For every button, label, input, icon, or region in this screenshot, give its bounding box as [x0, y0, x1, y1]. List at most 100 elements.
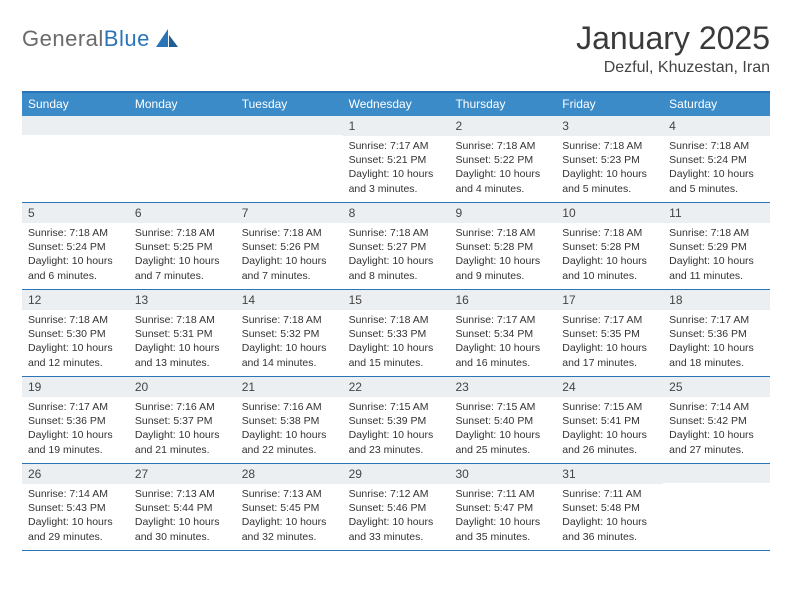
daylight-line: Daylight: 10 hours and 16 minutes.	[455, 341, 550, 369]
day-number: 31	[556, 464, 663, 484]
daylight-line: Daylight: 10 hours and 27 minutes.	[669, 428, 764, 456]
daylight-line: Daylight: 10 hours and 25 minutes.	[455, 428, 550, 456]
sunrise-line: Sunrise: 7:18 AM	[669, 226, 764, 240]
sunset-line: Sunset: 5:26 PM	[242, 240, 337, 254]
empty-cell	[129, 116, 236, 202]
sunset-line: Sunset: 5:44 PM	[135, 501, 230, 515]
sunset-line: Sunset: 5:37 PM	[135, 414, 230, 428]
sunrise-line: Sunrise: 7:11 AM	[562, 487, 657, 501]
day-cell: 16Sunrise: 7:17 AMSunset: 5:34 PMDayligh…	[449, 290, 556, 376]
sunset-line: Sunset: 5:35 PM	[562, 327, 657, 341]
daylight-line: Daylight: 10 hours and 18 minutes.	[669, 341, 764, 369]
day-number: 28	[236, 464, 343, 484]
daylight-line: Daylight: 10 hours and 13 minutes.	[135, 341, 230, 369]
daylight-line: Daylight: 10 hours and 22 minutes.	[242, 428, 337, 456]
day-number	[22, 116, 129, 135]
day-number: 27	[129, 464, 236, 484]
day-cell: 12Sunrise: 7:18 AMSunset: 5:30 PMDayligh…	[22, 290, 129, 376]
day-number: 11	[663, 203, 770, 223]
daylight-line: Daylight: 10 hours and 15 minutes.	[349, 341, 444, 369]
sunset-line: Sunset: 5:28 PM	[562, 240, 657, 254]
sunset-line: Sunset: 5:41 PM	[562, 414, 657, 428]
empty-cell	[663, 464, 770, 550]
daylight-line: Daylight: 10 hours and 12 minutes.	[28, 341, 123, 369]
sunset-line: Sunset: 5:46 PM	[349, 501, 444, 515]
day-cell: 24Sunrise: 7:15 AMSunset: 5:41 PMDayligh…	[556, 377, 663, 463]
sunrise-line: Sunrise: 7:16 AM	[242, 400, 337, 414]
day-number: 30	[449, 464, 556, 484]
day-number: 24	[556, 377, 663, 397]
daylight-line: Daylight: 10 hours and 5 minutes.	[562, 167, 657, 195]
daylight-line: Daylight: 10 hours and 7 minutes.	[135, 254, 230, 282]
sunset-line: Sunset: 5:29 PM	[669, 240, 764, 254]
daylight-line: Daylight: 10 hours and 36 minutes.	[562, 515, 657, 543]
sunset-line: Sunset: 5:36 PM	[28, 414, 123, 428]
sunset-line: Sunset: 5:24 PM	[28, 240, 123, 254]
day-number: 17	[556, 290, 663, 310]
daylight-line: Daylight: 10 hours and 35 minutes.	[455, 515, 550, 543]
daylight-line: Daylight: 10 hours and 30 minutes.	[135, 515, 230, 543]
daylight-line: Daylight: 10 hours and 19 minutes.	[28, 428, 123, 456]
sunrise-line: Sunrise: 7:13 AM	[135, 487, 230, 501]
daylight-line: Daylight: 10 hours and 11 minutes.	[669, 254, 764, 282]
day-cell: 19 Sunrise: 7:17 AMSunset: 5:36 PMDayligh…	[22, 377, 129, 463]
day-body: Sunrise: 7:14 AMSunset: 5:43 PMDaylight:…	[22, 484, 129, 548]
sunrise-line: Sunrise: 7:18 AM	[455, 226, 550, 240]
sunrise-line: Sunrise: 7:17 AM	[28, 400, 123, 414]
day-body: Sunrise: 7:17 AMSunset: 5:35 PMDaylight:…	[556, 310, 663, 374]
day-number: 25	[663, 377, 770, 397]
sunset-line: Sunset: 5:36 PM	[669, 327, 764, 341]
empty-cell	[22, 116, 129, 202]
day-cell: 18Sunrise: 7:17 AMSunset: 5:36 PMDayligh…	[663, 290, 770, 376]
day-cell: 14Sunrise: 7:18 AMSunset: 5:32 PMDayligh…	[236, 290, 343, 376]
day-body: Sunrise: 7:18 AMSunset: 5:33 PMDaylight:…	[343, 310, 450, 374]
sunset-line: Sunset: 5:32 PM	[242, 327, 337, 341]
day-body: Sunrise: 7:17 AMSunset: 5:36 PMDaylight:…	[663, 310, 770, 374]
brand-text: GeneralBlue	[22, 26, 150, 52]
day-cell: 17Sunrise: 7:17 AMSunset: 5:35 PMDayligh…	[556, 290, 663, 376]
day-number: 14	[236, 290, 343, 310]
day-number: 9	[449, 203, 556, 223]
day-cell: 23Sunrise: 7:15 AMSunset: 5:40 PMDayligh…	[449, 377, 556, 463]
day-number: 5	[22, 203, 129, 223]
sunrise-line: Sunrise: 7:14 AM	[669, 400, 764, 414]
sunset-line: Sunset: 5:30 PM	[28, 327, 123, 341]
daylight-line: Daylight: 10 hours and 17 minutes.	[562, 341, 657, 369]
day-body: Sunrise: 7:18 AMSunset: 5:28 PMDaylight:…	[449, 223, 556, 287]
sunrise-line: Sunrise: 7:16 AM	[135, 400, 230, 414]
dow-saturday: Saturday	[663, 93, 770, 116]
sunset-line: Sunset: 5:27 PM	[349, 240, 444, 254]
day-number: 10	[556, 203, 663, 223]
calendar: SundayMondayTuesdayWednesdayThursdayFrid…	[22, 91, 770, 551]
day-body: Sunrise: 7:15 AMSunset: 5:40 PMDaylight:…	[449, 397, 556, 461]
sunrise-line: Sunrise: 7:18 AM	[669, 139, 764, 153]
sunrise-line: Sunrise: 7:15 AM	[455, 400, 550, 414]
dow-monday: Monday	[129, 93, 236, 116]
day-body: Sunrise: 7:18 AMSunset: 5:32 PMDaylight:…	[236, 310, 343, 374]
sunset-line: Sunset: 5:48 PM	[562, 501, 657, 515]
sunrise-line: Sunrise: 7:18 AM	[28, 313, 123, 327]
day-cell: 4Sunrise: 7:18 AMSunset: 5:24 PMDaylight…	[663, 116, 770, 202]
day-cell: 26Sunrise: 7:14 AMSunset: 5:43 PMDayligh…	[22, 464, 129, 550]
day-cell: 3Sunrise: 7:18 AMSunset: 5:23 PMDaylight…	[556, 116, 663, 202]
day-of-week-header: SundayMondayTuesdayWednesdayThursdayFrid…	[22, 93, 770, 116]
dow-wednesday: Wednesday	[343, 93, 450, 116]
day-cell: 5Sunrise: 7:18 AMSunset: 5:24 PMDaylight…	[22, 203, 129, 289]
sunrise-line: Sunrise: 7:17 AM	[669, 313, 764, 327]
day-number: 22	[343, 377, 450, 397]
sunrise-line: Sunrise: 7:18 AM	[28, 226, 123, 240]
day-number: 6	[129, 203, 236, 223]
sunrise-line: Sunrise: 7:17 AM	[455, 313, 550, 327]
day-number: 8	[343, 203, 450, 223]
day-body: Sunrise: 7:18 AMSunset: 5:24 PMDaylight:…	[22, 223, 129, 287]
day-body: Sunrise: 7:13 AMSunset: 5:44 PMDaylight:…	[129, 484, 236, 548]
daylight-line: Daylight: 10 hours and 3 minutes.	[349, 167, 444, 195]
day-body: Sunrise: 7:12 AMSunset: 5:46 PMDaylight:…	[343, 484, 450, 548]
day-number: 19	[22, 377, 129, 397]
day-body: Sunrise: 7:18 AMSunset: 5:28 PMDaylight:…	[556, 223, 663, 287]
day-cell: 9Sunrise: 7:18 AMSunset: 5:28 PMDaylight…	[449, 203, 556, 289]
daylight-line: Daylight: 10 hours and 26 minutes.	[562, 428, 657, 456]
dow-thursday: Thursday	[449, 93, 556, 116]
day-body: Sunrise: 7:16 AMSunset: 5:38 PMDaylight:…	[236, 397, 343, 461]
day-cell: 28Sunrise: 7:13 AMSunset: 5:45 PMDayligh…	[236, 464, 343, 550]
